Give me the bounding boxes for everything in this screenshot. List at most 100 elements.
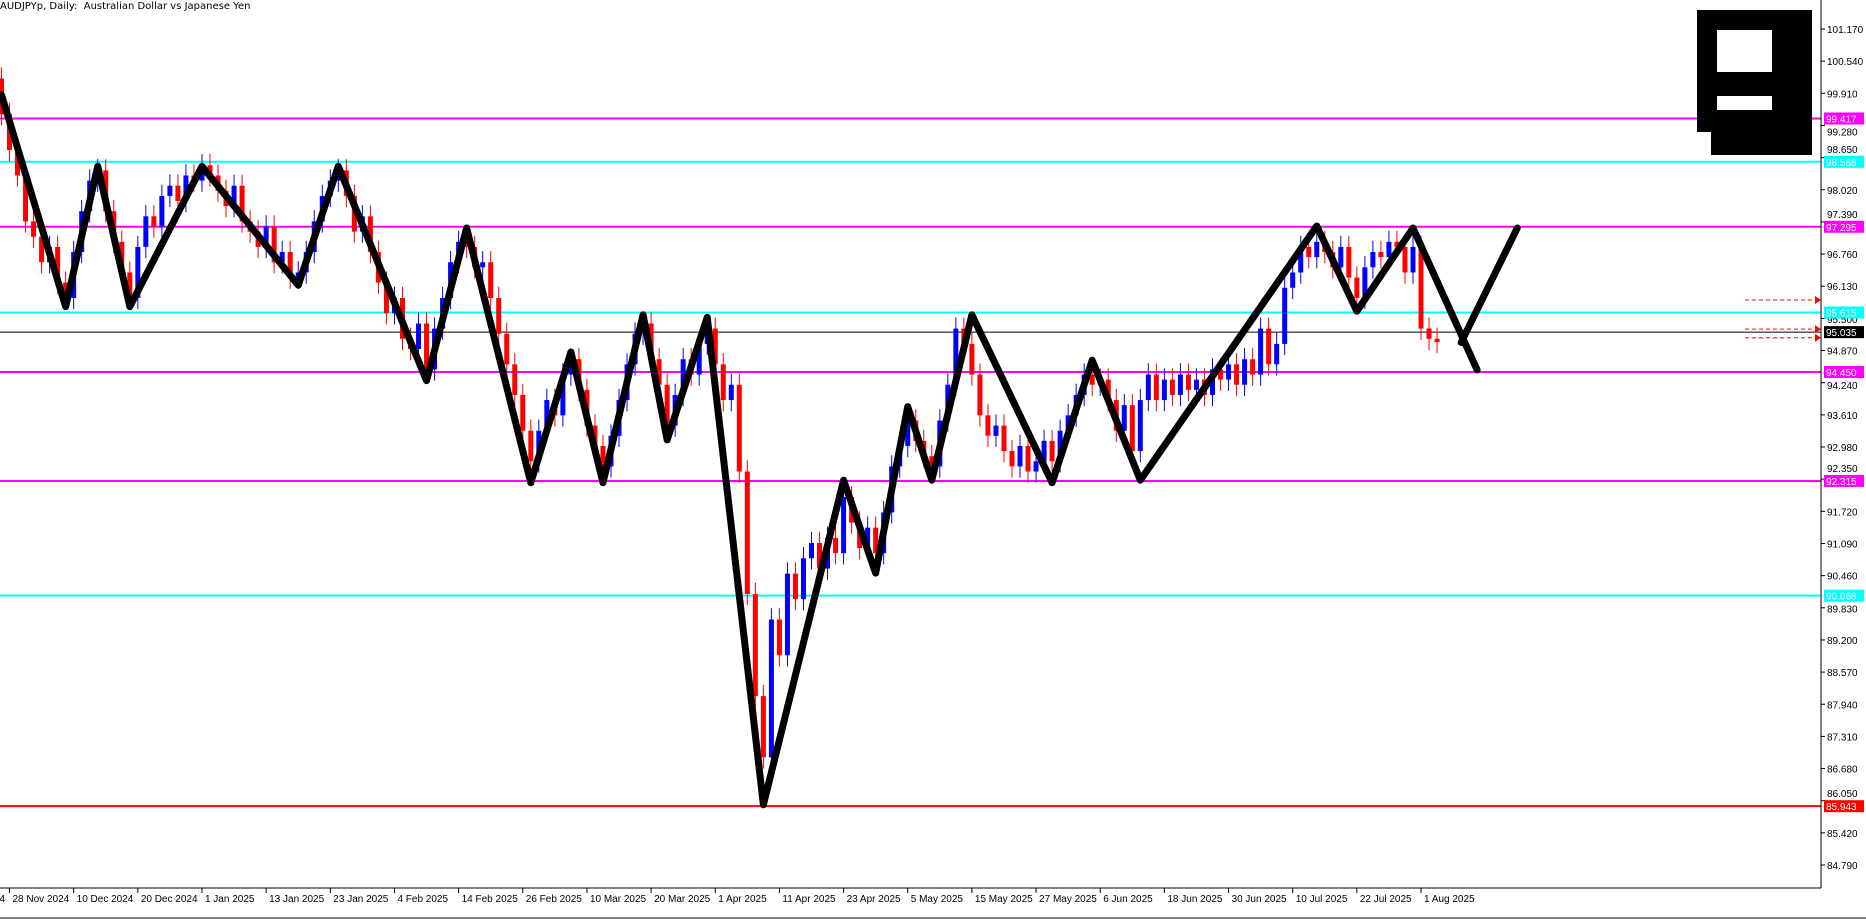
level-price-label: 98.568	[1826, 158, 1857, 169]
x-tick-label: 18 Jun 2025	[1167, 894, 1222, 905]
candle-body	[1386, 241, 1392, 258]
candle-body	[55, 246, 61, 283]
candle-body	[1426, 328, 1432, 339]
candle-body	[287, 252, 293, 278]
candle-body	[1250, 359, 1256, 375]
level-price-label: 85.943	[1826, 802, 1857, 813]
candle-body	[1346, 246, 1352, 278]
level-price-label: 90.068	[1826, 592, 1857, 603]
candle-body	[993, 425, 999, 436]
level-price-label: 92.315	[1826, 477, 1857, 488]
zigzag	[0, 91, 1521, 809]
x-tick-label: 23 Apr 2025	[847, 894, 901, 905]
y-tick-label: 94.240	[1827, 381, 1858, 392]
candle-body	[1033, 461, 1039, 472]
candle-body	[1089, 374, 1095, 385]
candle-body	[969, 343, 975, 375]
x-tick-label: 28 Nov 2024	[13, 894, 70, 905]
trade-marker-arrow-icon	[1815, 325, 1821, 334]
candle-body	[15, 149, 21, 176]
y-tick-label: 101.170	[1827, 25, 1864, 36]
candle-body	[127, 272, 133, 298]
y-tick-label: 97.390	[1827, 210, 1858, 221]
x-tick-label: 20 Mar 2025	[654, 894, 711, 905]
candle-body	[39, 236, 45, 263]
x-tick-label: 10 Jul 2025	[1296, 894, 1348, 905]
x-tick-label: 15 May 2025	[975, 894, 1033, 905]
candle-body	[1105, 379, 1111, 401]
candle-body	[1218, 369, 1224, 380]
candle-body	[175, 185, 181, 202]
x-tick-label: 1 Jan 2025	[205, 894, 255, 905]
candle-body	[1314, 241, 1320, 258]
candle-body	[744, 471, 750, 595]
horizontal-levels	[0, 117, 1821, 808]
x-tick-label: 10 Mar 2025	[590, 894, 647, 905]
candle-body	[23, 175, 29, 222]
x-tick-label: 11 Apr 2025	[782, 894, 836, 905]
candle-body	[1041, 440, 1047, 462]
candle-body	[1306, 246, 1312, 258]
y-tick-label: 88.570	[1827, 668, 1858, 679]
x-tick-label: 10 Dec 2024	[77, 894, 134, 905]
candle-body	[1266, 328, 1272, 365]
candle-body	[736, 384, 742, 472]
candle-body	[977, 374, 983, 416]
candle-body	[143, 216, 149, 247]
x-tick-label: 4 Feb 2025	[397, 894, 448, 905]
candle-body	[865, 527, 871, 549]
candle-body	[809, 542, 814, 559]
candle-body	[696, 343, 702, 375]
candle-body	[1161, 379, 1167, 401]
x-tick-label: 18 Nov 2024	[0, 894, 5, 905]
candle-body	[1362, 267, 1368, 298]
x-tick-label: 23 Jan 2025	[333, 894, 388, 905]
level-price-label: 99.417	[1826, 114, 1857, 125]
y-tick-label: 86.680	[1827, 765, 1858, 776]
candle-body	[424, 323, 430, 370]
trade-marker-arrow-icon	[1815, 296, 1821, 305]
x-tick-label: 14 Feb 2025	[462, 894, 519, 905]
candle-body	[239, 185, 245, 222]
candle-body	[464, 241, 470, 247]
candle-body	[63, 282, 69, 298]
candle-body	[760, 696, 766, 758]
candle-body	[680, 359, 686, 395]
candle-body	[1242, 359, 1248, 385]
candle-body	[712, 328, 718, 365]
candle-body	[985, 415, 991, 436]
y-tick-label: 98.650	[1827, 145, 1858, 156]
candle-body	[768, 619, 774, 758]
y-tick-label: 100.540	[1827, 57, 1864, 68]
logo-glyph	[1697, 10, 1812, 155]
candle-body	[31, 221, 37, 237]
current-price-label-bg	[1824, 326, 1864, 339]
x-tick-label: 22 Jul 2025	[1360, 894, 1412, 905]
y-tick-label: 95.500	[1827, 315, 1858, 326]
candle-body	[1177, 374, 1183, 395]
y-tick-label: 87.310	[1827, 732, 1858, 743]
candle-body	[1185, 374, 1191, 390]
x-tick-label: 5 May 2025	[911, 894, 964, 905]
candle-body	[1434, 338, 1440, 343]
candle-body	[1354, 277, 1360, 298]
candle-body	[1129, 405, 1135, 452]
level-price-label: 94.450	[1826, 368, 1857, 379]
candle-body	[151, 216, 157, 227]
candle-body	[1153, 374, 1159, 401]
candle-body	[488, 262, 494, 298]
candle-body	[167, 185, 173, 196]
candle-body	[520, 394, 526, 431]
zigzag-line	[0, 91, 1481, 809]
candle-body	[1298, 246, 1304, 273]
level-price-label-bg	[1824, 112, 1864, 125]
candle-body	[1001, 425, 1007, 452]
zigzag-projection-line	[1457, 224, 1521, 346]
candle-body	[841, 497, 847, 554]
level-price-label-bg	[1824, 306, 1864, 319]
candle-body	[159, 195, 165, 227]
candle-body	[1017, 445, 1023, 467]
x-tick-label: 26 Feb 2025	[526, 894, 583, 905]
